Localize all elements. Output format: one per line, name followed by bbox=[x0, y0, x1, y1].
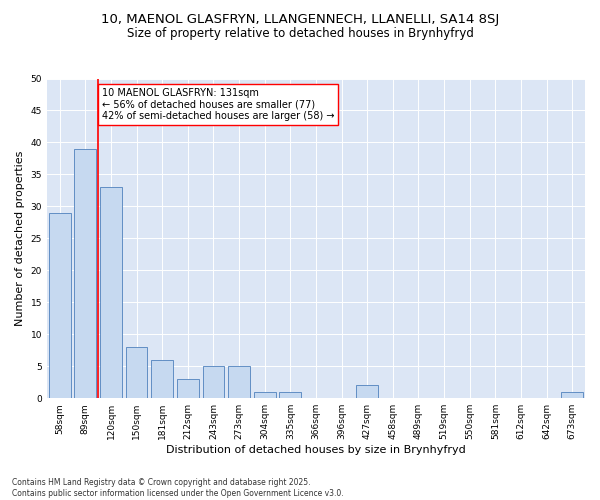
Bar bbox=[203, 366, 224, 398]
Y-axis label: Number of detached properties: Number of detached properties bbox=[15, 150, 25, 326]
Bar bbox=[228, 366, 250, 398]
Text: 10, MAENOL GLASFRYN, LLANGENNECH, LLANELLI, SA14 8SJ: 10, MAENOL GLASFRYN, LLANGENNECH, LLANEL… bbox=[101, 12, 499, 26]
Bar bbox=[151, 360, 173, 398]
Bar bbox=[356, 386, 378, 398]
Text: Size of property relative to detached houses in Brynhyfryd: Size of property relative to detached ho… bbox=[127, 28, 473, 40]
Text: 10 MAENOL GLASFRYN: 131sqm
← 56% of detached houses are smaller (77)
42% of semi: 10 MAENOL GLASFRYN: 131sqm ← 56% of deta… bbox=[102, 88, 335, 122]
X-axis label: Distribution of detached houses by size in Brynhyfryd: Distribution of detached houses by size … bbox=[166, 445, 466, 455]
Bar bbox=[74, 149, 96, 398]
Bar bbox=[49, 213, 71, 398]
Bar bbox=[126, 347, 148, 398]
Bar bbox=[280, 392, 301, 398]
Bar bbox=[177, 379, 199, 398]
Text: Contains HM Land Registry data © Crown copyright and database right 2025.
Contai: Contains HM Land Registry data © Crown c… bbox=[12, 478, 344, 498]
Bar bbox=[254, 392, 275, 398]
Bar bbox=[561, 392, 583, 398]
Bar bbox=[100, 187, 122, 398]
